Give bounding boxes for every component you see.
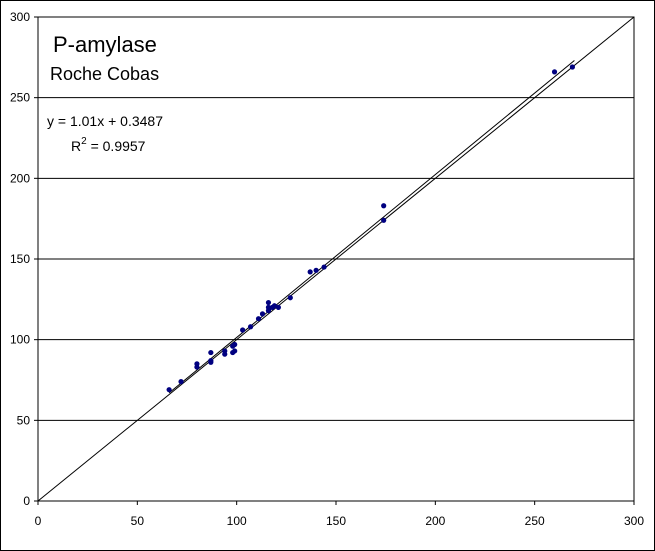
- x-tick-label-100: 100: [227, 514, 247, 528]
- data-point: [166, 387, 172, 393]
- r-squared-label: R2 = 0.9957: [71, 136, 146, 154]
- data-point: [275, 304, 281, 310]
- data-point: [265, 304, 272, 310]
- y-tick-label-200: 200: [10, 171, 30, 185]
- r-squared-exponent: 2: [81, 136, 87, 147]
- data-point: [271, 303, 278, 309]
- r-squared-value: = 0.9957: [87, 138, 146, 154]
- data-point: [247, 324, 254, 330]
- data-point: [222, 348, 228, 354]
- y-tick-label-300: 300: [10, 10, 30, 24]
- data-point: [255, 316, 262, 322]
- data-point: [240, 327, 246, 333]
- x-tick-label-300: 300: [624, 514, 644, 528]
- data-point: [287, 295, 293, 301]
- chart-title: P-amylase: [53, 32, 157, 57]
- data-points: [166, 64, 576, 393]
- data-point: [381, 203, 387, 209]
- data-point: [208, 349, 214, 356]
- y-tick-label-0: 0: [23, 494, 30, 508]
- data-point: [551, 69, 558, 75]
- data-point: [307, 269, 313, 275]
- data-point: [208, 358, 214, 364]
- r-squared-prefix: R: [71, 138, 81, 154]
- y-tick-label-150: 150: [10, 252, 30, 266]
- regression-equation: y = 1.01x + 0.3487: [47, 113, 163, 129]
- data-point: [569, 64, 576, 70]
- data-point: [321, 264, 327, 270]
- data-point: [232, 348, 238, 354]
- identity-line: [37, 16, 635, 502]
- x-axis-ticks: 0 50 100 150 200 250 300: [35, 501, 644, 528]
- data-point: [259, 311, 266, 317]
- y-tick-label-250: 250: [10, 91, 30, 105]
- data-point: [381, 217, 387, 223]
- data-point: [232, 341, 238, 348]
- x-tick-label-250: 250: [525, 514, 545, 528]
- data-point: [194, 361, 200, 367]
- x-tick-label-50: 50: [131, 514, 145, 528]
- chart-subtitle: Roche Cobas: [50, 64, 159, 84]
- x-tick-label-150: 150: [326, 514, 346, 528]
- regression-line: [168, 60, 575, 394]
- y-axis-ticks: 0 50 100 150 200 250 300: [10, 10, 38, 508]
- x-tick-label-200: 200: [425, 514, 445, 528]
- data-point: [313, 267, 319, 273]
- x-tick-label-0: 0: [35, 514, 42, 528]
- data-point: [265, 299, 272, 306]
- trend-lines: [37, 16, 635, 502]
- data-point: [178, 379, 184, 385]
- y-tick-label-50: 50: [17, 413, 31, 427]
- y-tick-label-100: 100: [10, 333, 30, 347]
